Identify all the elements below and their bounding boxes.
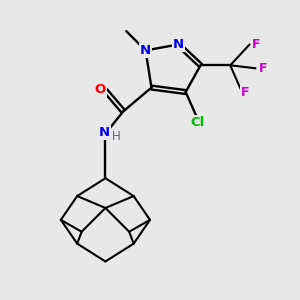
Text: N: N [173, 38, 184, 51]
Text: Cl: Cl [190, 116, 205, 129]
Text: N: N [140, 44, 151, 57]
Text: F: F [259, 62, 267, 75]
Text: N: N [98, 126, 110, 139]
Text: O: O [94, 82, 106, 96]
Text: F: F [241, 86, 249, 99]
Text: H: H [112, 130, 121, 142]
Text: F: F [252, 38, 260, 51]
